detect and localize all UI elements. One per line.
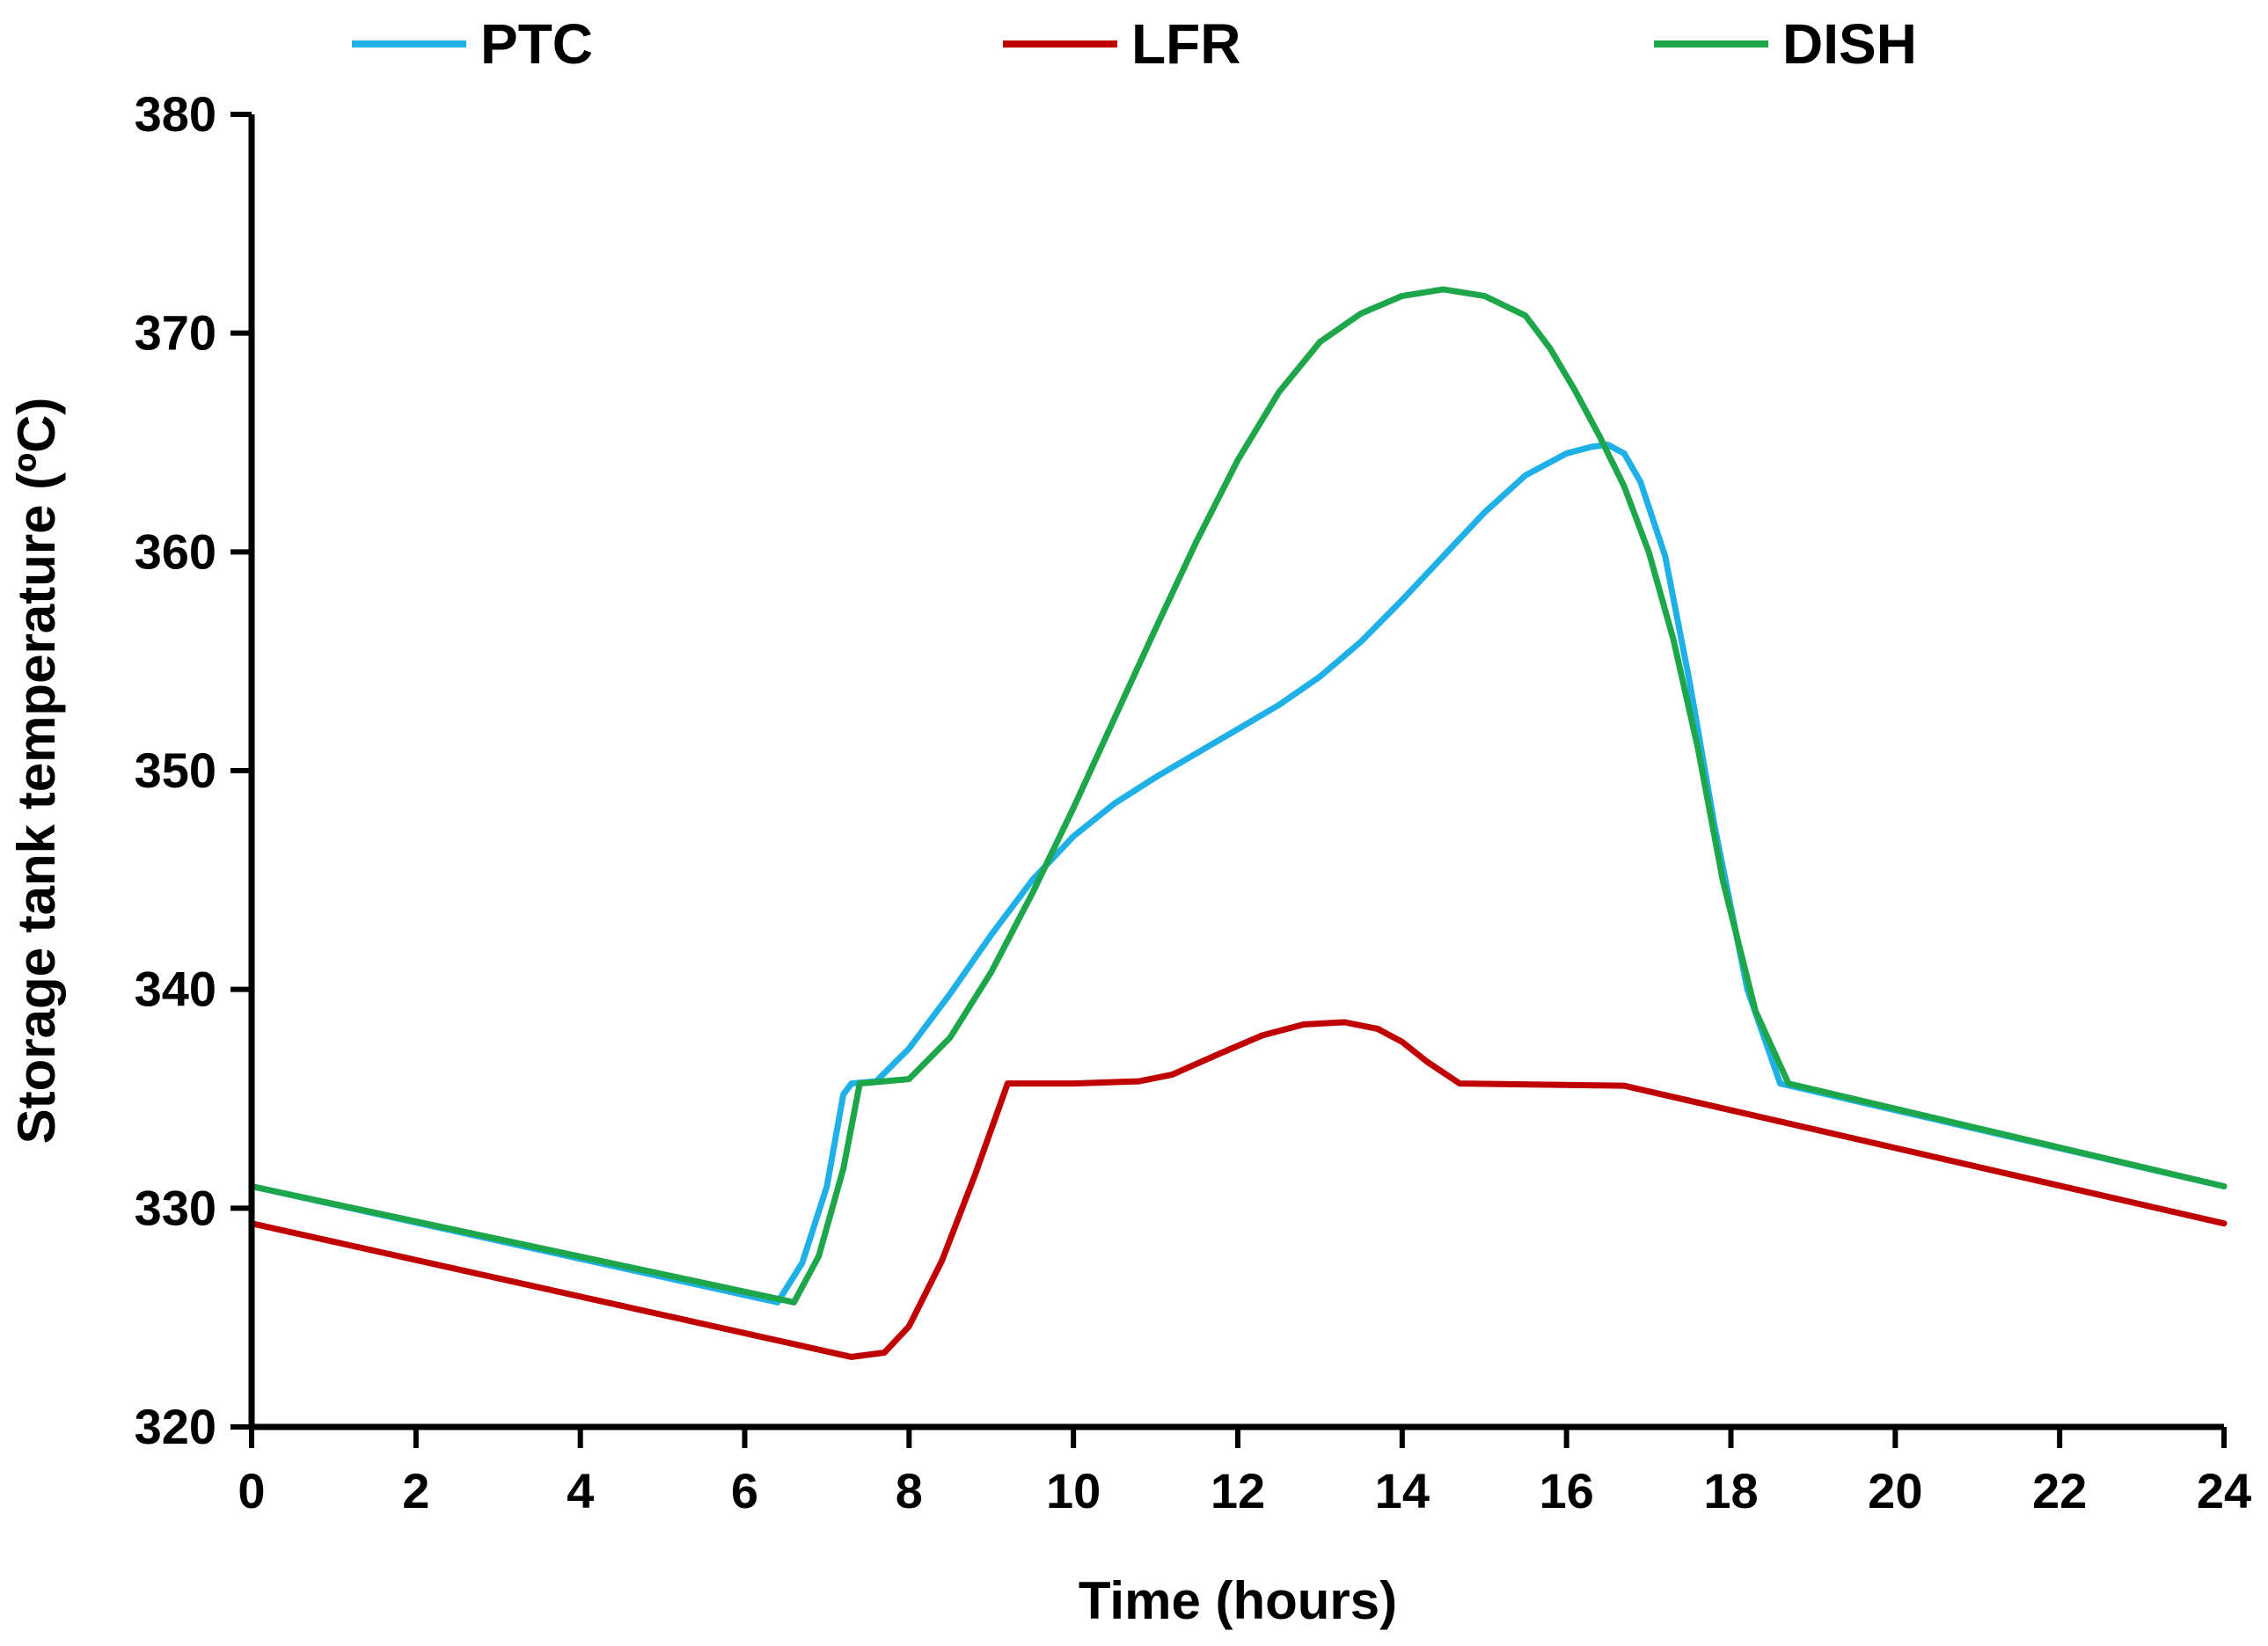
x-tick-label: 2 (402, 1463, 429, 1518)
legend-label-lfr: LFR (1131, 12, 1240, 76)
x-tick-label: 10 (1046, 1463, 1101, 1518)
x-axis-title: Time (hours) (1079, 1571, 1397, 1630)
x-tick-label: 0 (238, 1463, 265, 1518)
x-tick-label: 12 (1211, 1463, 1265, 1518)
legend: PTC LFR DISH (352, 12, 1917, 76)
axes (248, 114, 2224, 1430)
x-ticks: 0 2 4 6 8 10 12 14 16 18 20 22 24 (238, 1427, 2251, 1518)
series-line-lfr (248, 1019, 2228, 1360)
y-tick-label: 370 (135, 305, 216, 361)
y-tick-label: 350 (135, 743, 216, 798)
y-tick-label: 330 (135, 1180, 216, 1235)
series-layer (248, 286, 2228, 1360)
series-line-dish (248, 286, 2228, 1306)
x-tick-label: 6 (731, 1463, 758, 1518)
x-tick-label: 20 (1868, 1463, 1922, 1518)
x-tick-label: 18 (1703, 1463, 1758, 1518)
x-tick-label: 14 (1375, 1463, 1430, 1518)
y-tick-label: 360 (135, 523, 216, 579)
x-tick-label: 16 (1540, 1463, 1594, 1518)
y-tick-label: 380 (135, 86, 216, 142)
y-tick-label: 320 (135, 1399, 216, 1454)
y-axis-title: Storage tank temperature (ºC) (7, 398, 66, 1145)
series-line-ptc (248, 442, 2228, 1306)
legend-label-ptc: PTC (480, 12, 593, 76)
x-tick-label: 24 (2197, 1463, 2251, 1518)
x-tick-label: 22 (2032, 1463, 2087, 1518)
y-tick-label: 340 (135, 962, 216, 1017)
y-ticks: 320 330 340 350 360 370 380 (135, 86, 252, 1454)
x-tick-label: 8 (896, 1463, 923, 1518)
legend-label-dish: DISH (1782, 12, 1917, 76)
x-tick-label: 4 (567, 1463, 594, 1518)
